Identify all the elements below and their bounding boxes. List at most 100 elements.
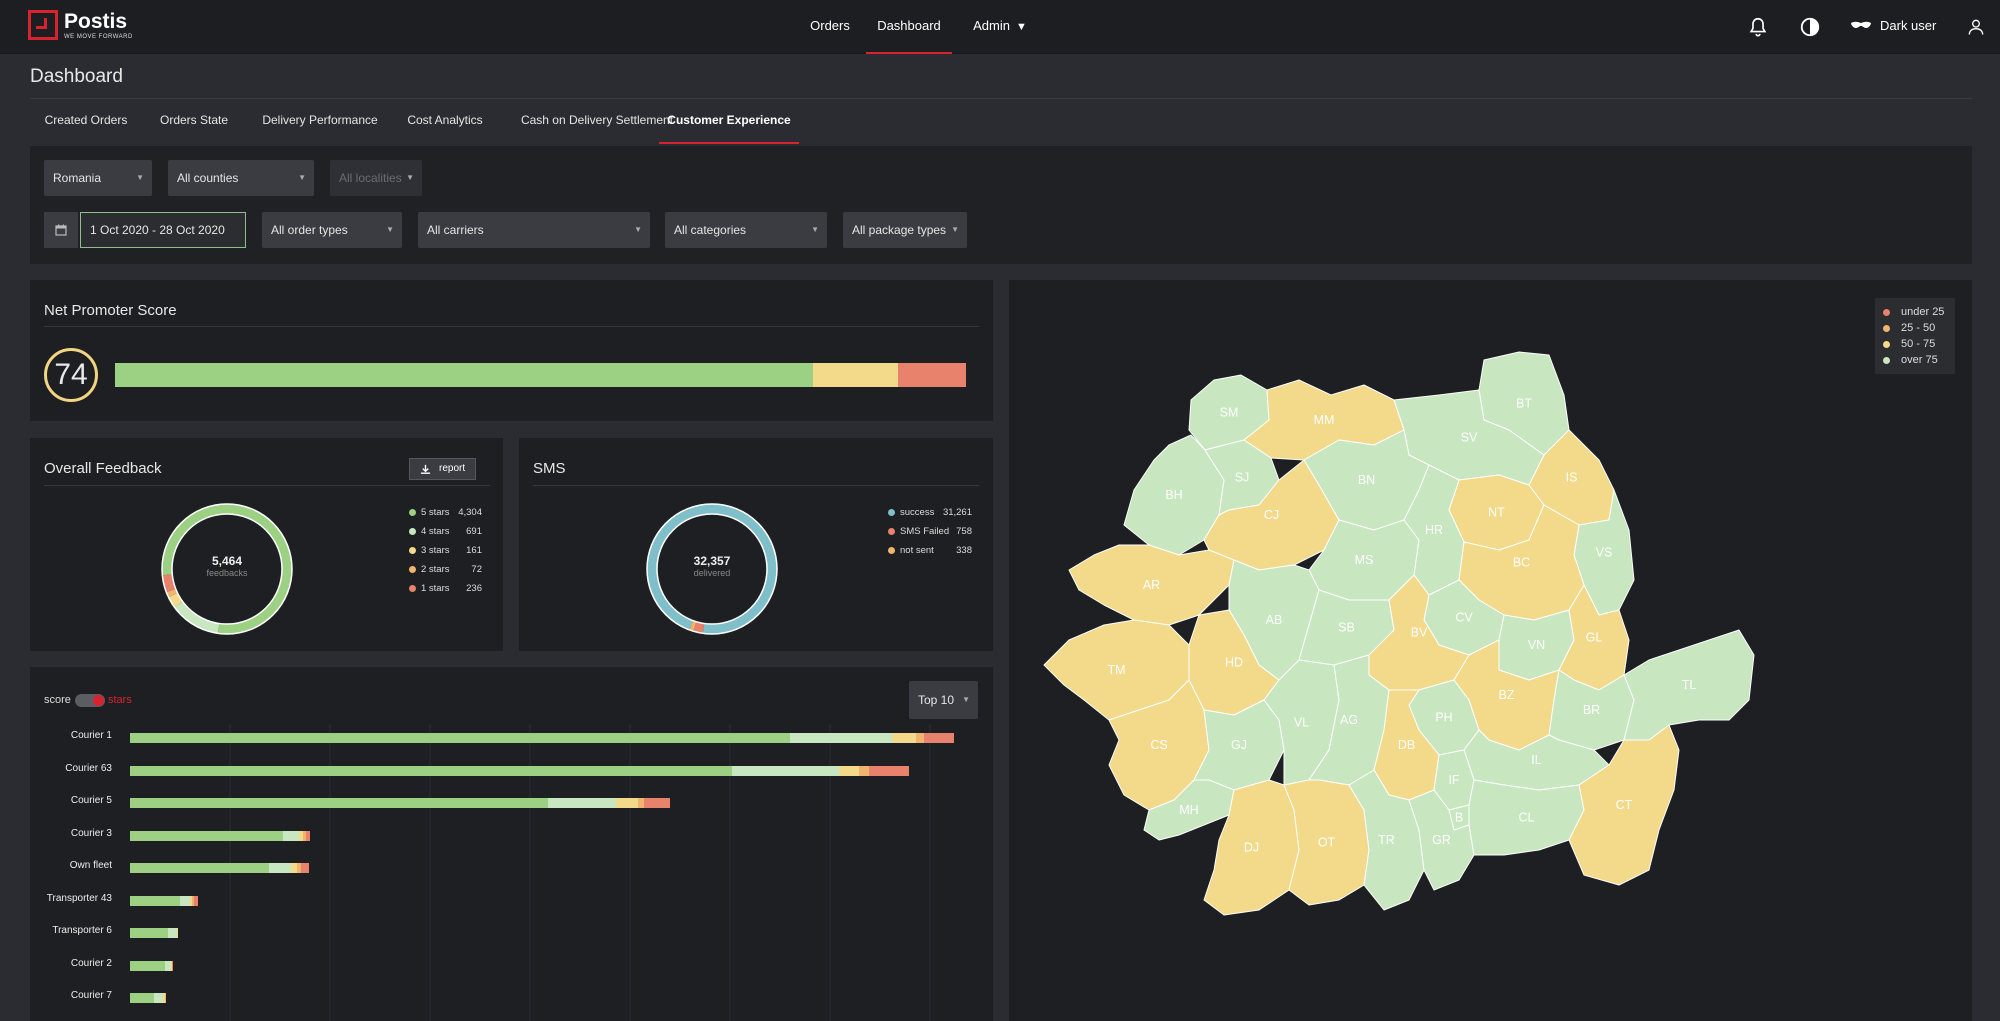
- courier-bar-segment[interactable]: [638, 798, 644, 808]
- courier-bar-segment[interactable]: [130, 798, 548, 808]
- courier-bar-segment[interactable]: [859, 765, 869, 776]
- courier-bar-segment[interactable]: [299, 830, 303, 841]
- legend-dot: [888, 509, 895, 516]
- county-label: CV: [1455, 611, 1473, 625]
- theme-contrast-icon[interactable]: [1797, 14, 1823, 40]
- courier-bar-segment[interactable]: [130, 928, 168, 938]
- county-label: NT: [1488, 506, 1505, 520]
- country-value: Romania: [53, 171, 102, 185]
- county-CT[interactable]: [1568, 724, 1680, 886]
- courier-bar-segment[interactable]: [130, 830, 283, 841]
- nav-dashboard[interactable]: Dashboard: [866, 0, 952, 54]
- courier-bar-segment[interactable]: [790, 733, 892, 743]
- courier-bar-segment[interactable]: [130, 765, 732, 776]
- courier-label: Own fleet: [69, 860, 112, 871]
- county-label: TR: [1378, 833, 1395, 847]
- courier-bar-segment[interactable]: [869, 765, 909, 776]
- legend-value: 758: [956, 526, 972, 537]
- county-BH[interactable]: [1123, 434, 1225, 556]
- counties-select[interactable]: All counties ▼: [168, 160, 314, 196]
- nps-segment: [115, 363, 813, 387]
- nav-orders[interactable]: Orders: [800, 0, 860, 54]
- courier-bar-segment[interactable]: [177, 928, 178, 938]
- courier-bar-segment[interactable]: [172, 960, 173, 971]
- package-types-select[interactable]: All package types ▼: [843, 212, 967, 248]
- courier-bar-segment[interactable]: [644, 798, 670, 808]
- courier-bar-segment[interactable]: [924, 733, 954, 743]
- logo[interactable]: Postis WE MOVE FORWARD: [28, 10, 133, 40]
- courier-bar-segment[interactable]: [171, 960, 172, 971]
- courier-bar-segment[interactable]: [180, 895, 190, 906]
- legend-item: 3 stars 161: [409, 545, 482, 556]
- courier-bar-segment[interactable]: [154, 993, 163, 1003]
- tab-customer-experience[interactable]: Customer Experience: [659, 104, 799, 144]
- courier-bar-segment[interactable]: [732, 765, 839, 776]
- county-label: PH: [1435, 711, 1452, 725]
- county-label: VL: [1294, 716, 1309, 730]
- county-label: TL: [1682, 678, 1697, 692]
- nav-admin[interactable]: Admin ▼: [962, 0, 1038, 54]
- courier-bar-segment[interactable]: [190, 895, 192, 906]
- courier-bar-segment[interactable]: [192, 895, 194, 906]
- user-menu[interactable]: Dark user: [1850, 17, 1936, 33]
- county-TR[interactable]: [1348, 769, 1425, 911]
- legend-label: 4 stars: [421, 526, 450, 537]
- courier-bar-segment[interactable]: [916, 733, 924, 743]
- courier-bar-segment[interactable]: [616, 798, 638, 808]
- courier-bar-segment[interactable]: [165, 993, 166, 1003]
- order-types-select[interactable]: All order types ▼: [262, 212, 402, 248]
- courier-bar-segment[interactable]: [163, 993, 165, 1003]
- courier-bar-segment[interactable]: [194, 895, 198, 906]
- courier-bar-segment[interactable]: [297, 863, 301, 873]
- courier-bar-segment[interactable]: [301, 863, 309, 873]
- donut-inner-rim: [656, 513, 768, 625]
- date-range-input[interactable]: 1 Oct 2020 - 28 Oct 2020: [80, 212, 246, 248]
- courier-bar-segment[interactable]: [306, 830, 310, 841]
- calendar-icon[interactable]: [44, 212, 78, 248]
- courier-bar-segment[interactable]: [130, 863, 269, 873]
- legend-dot: [1883, 356, 1890, 364]
- courier-bar-segment[interactable]: [892, 733, 916, 743]
- courier-bar-segment[interactable]: [130, 733, 790, 743]
- carriers-select[interactable]: All carriers ▼: [418, 212, 650, 248]
- courier-bar-segment[interactable]: [130, 895, 180, 906]
- score-stars-toggle[interactable]: [75, 694, 105, 707]
- caret-down-icon: ▼: [962, 695, 970, 704]
- report-button[interactable]: report: [409, 458, 477, 480]
- county-CL[interactable]: [1468, 779, 1585, 856]
- notifications-bell-icon[interactable]: [1745, 14, 1771, 40]
- county-label: GL: [1586, 631, 1603, 645]
- legend-label: 3 stars: [421, 545, 450, 556]
- county-AR[interactable]: [1068, 544, 1235, 626]
- donut-slice: [162, 504, 292, 635]
- tab-cost-analytics[interactable]: Cost Analytics: [407, 113, 483, 127]
- panel-divider: [533, 485, 979, 486]
- courier-bar-segment[interactable]: [165, 960, 171, 971]
- courier-bar-segment[interactable]: [130, 960, 165, 971]
- courier-bar-segment[interactable]: [291, 863, 297, 873]
- donut-inner-rim: [171, 513, 283, 625]
- nav-dashboard-label: Dashboard: [877, 18, 941, 33]
- legend-value: 31,261: [942, 507, 972, 518]
- page-title: Dashboard: [30, 66, 123, 87]
- top-n-select[interactable]: Top 10 ▼: [909, 681, 978, 719]
- tab-created-orders[interactable]: Created Orders: [44, 113, 128, 127]
- courier-bar-segment[interactable]: [839, 765, 859, 776]
- courier-bar-segment[interactable]: [303, 830, 306, 841]
- legend-label: over 75: [1901, 354, 1938, 366]
- courier-bar-segment[interactable]: [269, 863, 291, 873]
- legend-label: 50 - 75: [1901, 338, 1936, 350]
- courier-bar-segment[interactable]: [130, 993, 154, 1003]
- user-profile-icon[interactable]: [1963, 14, 1989, 40]
- tab-cash-on-delivery[interactable]: Cash on Delivery Settlement: [520, 113, 674, 127]
- courier-bar-segment[interactable]: [168, 928, 177, 938]
- categories-select[interactable]: All categories ▼: [665, 212, 827, 248]
- courier-bar-segment[interactable]: [548, 798, 616, 808]
- legend-label: SMS Failed: [900, 526, 950, 537]
- tab-orders-state[interactable]: Orders State: [159, 113, 229, 127]
- courier-bar-segment[interactable]: [283, 830, 299, 841]
- country-select[interactable]: Romania ▼: [44, 160, 152, 196]
- legend-label: 1 stars: [421, 583, 450, 594]
- tab-delivery-performance[interactable]: Delivery Performance: [262, 113, 378, 127]
- nps-score-value: 74: [54, 358, 88, 391]
